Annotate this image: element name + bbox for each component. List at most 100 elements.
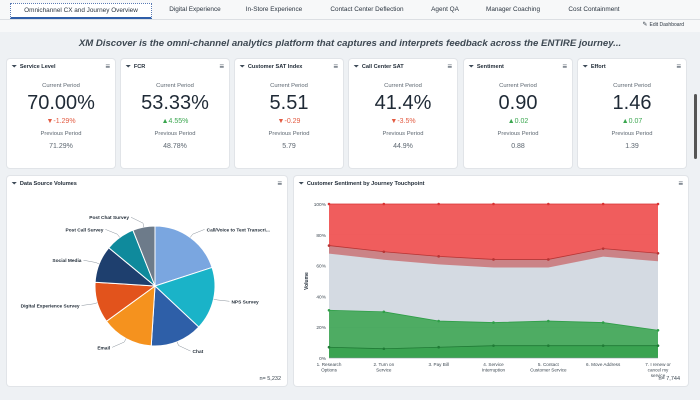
hamburger-menu-icon[interactable]: ≡	[447, 62, 452, 71]
data-point[interactable]	[601, 202, 605, 206]
data-point[interactable]	[656, 251, 660, 255]
data-point[interactable]	[327, 308, 331, 312]
filter-icon[interactable]: ⏷	[583, 64, 588, 70]
filter-icon[interactable]: ⏷	[299, 181, 304, 187]
kpi-delta-value: 4.55%	[168, 118, 189, 125]
kpi-delta: ▲0.02	[464, 118, 572, 125]
previous-value: 1.39	[625, 143, 639, 150]
filter-icon[interactable]: ⏷	[354, 64, 359, 70]
area-negative-band	[329, 245, 658, 268]
tab-cost-containment[interactable]: Cost Containment	[568, 6, 620, 13]
y-axis-label: Volume	[304, 272, 310, 290]
data-point[interactable]	[382, 250, 386, 254]
hamburger-menu-icon[interactable]: ≡	[676, 62, 681, 71]
pie-slice[interactable]	[154, 266, 216, 328]
data-point[interactable]	[327, 244, 331, 247]
data-point[interactable]	[656, 344, 660, 347]
pie-leader-line	[112, 338, 127, 348]
customer-sentiment-card: ⏷ Customer Sentiment by Journey Touchpoin…	[294, 176, 688, 386]
area-strongly-positive[interactable]	[329, 345, 658, 358]
kpi-delta-value: -0.29	[284, 118, 301, 125]
y-tick-label: 60%	[316, 264, 326, 270]
data-point[interactable]	[547, 258, 550, 261]
kpi-value: 0.90	[498, 92, 538, 114]
data-point[interactable]	[601, 247, 605, 250]
kpi-delta-value: 0.07	[628, 118, 643, 125]
tab-in-store-experience[interactable]: In-Store Experience	[245, 6, 303, 13]
kpi-title: Sentiment	[476, 64, 504, 70]
data-point[interactable]	[437, 319, 440, 323]
area-neutral[interactable]	[329, 245, 658, 331]
tab-omnichannel-cx[interactable]: Omnichannel CX and Journey Overview	[10, 3, 152, 19]
pie-leader-line	[130, 217, 145, 228]
data-point[interactable]	[492, 202, 495, 206]
tab-manager-coaching[interactable]: Manager Coaching	[486, 6, 540, 13]
pie-label: Email	[97, 345, 110, 351]
filter-icon[interactable]: ⏷	[12, 64, 17, 70]
kpi-title: Customer SAT Index	[247, 64, 303, 70]
hamburger-menu-icon[interactable]: ≡	[105, 62, 110, 71]
x-tick-label: 6. Move Address	[586, 362, 621, 367]
data-point[interactable]	[327, 345, 331, 349]
tab-agent-qa[interactable]: Agent QA	[431, 6, 459, 13]
pie-label: Social Media	[52, 258, 81, 264]
sample-size-label: n= 5,232	[259, 376, 281, 382]
previous-period-label: Previous Period	[268, 131, 310, 137]
area-negative[interactable]	[329, 204, 658, 260]
filter-icon[interactable]: ⏷	[469, 64, 474, 70]
kpi-delta: ▼-3.5%	[349, 118, 457, 125]
kpi-value: 41.4%	[374, 92, 432, 114]
data-point[interactable]	[437, 202, 440, 206]
data-point[interactable]	[492, 321, 495, 324]
hamburger-menu-icon[interactable]: ≡	[333, 62, 338, 71]
pie-slice[interactable]	[150, 284, 200, 347]
data-point[interactable]	[327, 202, 331, 206]
page-headline: XM Discover is the omni-channel analytic…	[78, 38, 622, 49]
data-point[interactable]	[656, 328, 660, 332]
data-point[interactable]	[492, 344, 495, 347]
data-point[interactable]	[601, 321, 605, 324]
hamburger-menu-icon[interactable]: ≡	[277, 179, 282, 188]
pie-slice[interactable]	[154, 225, 213, 287]
pie-leader-line	[213, 298, 230, 302]
data-point[interactable]	[547, 344, 550, 347]
dashboard-tab-bar: Omnichannel CX and Journey Overview Digi…	[0, 0, 700, 20]
pie-label: NPS Survey	[231, 299, 259, 305]
edit-dashboard-button[interactable]: ✎ Edit Dashboard	[643, 21, 685, 28]
kpi-delta-value: -1.29%	[53, 118, 76, 125]
tab-digital-experience[interactable]: Digital Experience	[169, 6, 221, 13]
hamburger-menu-icon[interactable]: ≡	[219, 62, 224, 71]
filter-icon[interactable]: ⏷	[12, 181, 17, 187]
y-tick-label: 100%	[314, 202, 327, 208]
kpi-delta-value: 0.02	[514, 118, 529, 125]
pie-slice[interactable]	[132, 225, 156, 287]
data-point[interactable]	[437, 255, 440, 258]
filter-icon[interactable]: ⏷	[240, 64, 245, 70]
filter-icon[interactable]: ⏷	[126, 64, 131, 70]
pie-leader-line	[81, 302, 98, 306]
data-point[interactable]	[547, 202, 550, 206]
previous-period-label: Previous Period	[154, 131, 196, 137]
hamburger-menu-icon[interactable]: ≡	[678, 179, 683, 188]
scrollbar-thumb[interactable]	[694, 94, 697, 159]
x-tick-label: 5. Contact Customer Service	[530, 362, 567, 373]
data-point[interactable]	[382, 310, 386, 314]
kpi-card: ⏷ Effort ≡ Current Period 1.46 ▲0.07 Previous …	[578, 59, 686, 168]
hamburger-menu-icon[interactable]: ≡	[562, 62, 567, 71]
trend-arrow-icon: ▲	[621, 118, 629, 125]
card-title: ⏷ Call Center SAT	[354, 64, 404, 71]
data-point[interactable]	[382, 202, 386, 206]
data-point[interactable]	[656, 202, 660, 206]
data-point[interactable]	[382, 347, 386, 351]
data-point[interactable]	[547, 319, 550, 323]
card-title-text: Data Source Volumes	[19, 181, 77, 187]
data-point[interactable]	[437, 345, 440, 349]
tab-contact-center-deflection[interactable]: Contact Center Deflection	[330, 6, 404, 13]
card-title-text: Customer Sentiment by Journey Touchpoint	[306, 181, 425, 187]
pie-slice[interactable]	[105, 284, 156, 347]
previous-value: 5.79	[282, 143, 296, 150]
edit-dashboard-label: Edit Dashboard	[649, 22, 684, 28]
data-point[interactable]	[601, 344, 605, 347]
area-positive[interactable]	[329, 310, 658, 349]
data-point[interactable]	[492, 258, 495, 261]
